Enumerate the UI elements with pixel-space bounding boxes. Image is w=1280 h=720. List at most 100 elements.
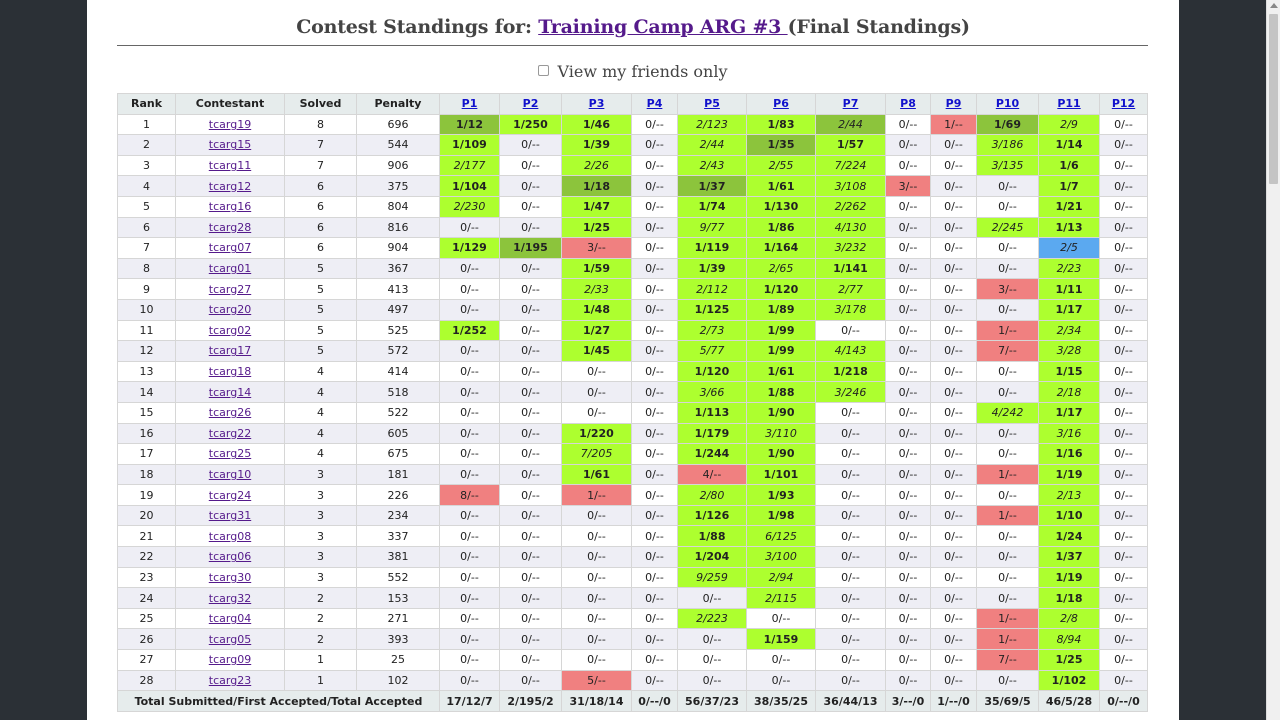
problem-cell: 0/-- [930, 401, 977, 424]
problem-cell: 0/-- [885, 340, 931, 362]
problem-cell: 1/37 [677, 175, 747, 197]
problem-link[interactable]: P1 [461, 97, 478, 111]
rank-cell: 27 [117, 649, 176, 671]
contestant-link[interactable]: tcarg22 [208, 426, 252, 440]
problem-cell: 0/-- [930, 443, 977, 465]
contestant-link[interactable]: tcarg05 [208, 632, 252, 646]
solved-cell: 3 [284, 484, 357, 506]
contestant-link[interactable]: tcarg31 [208, 509, 252, 523]
contestant-link[interactable]: tcarg04 [208, 612, 252, 626]
contestant-link[interactable]: tcarg23 [208, 673, 252, 687]
problem-link[interactable]: P6 [773, 97, 789, 111]
contestant-link[interactable]: tcarg12 [208, 179, 252, 193]
contestant-link[interactable]: tcarg02 [208, 323, 252, 337]
problem-cell: 1/13 [1038, 216, 1100, 239]
problem-cell: 2/123 [677, 113, 747, 136]
problem-link[interactable]: P5 [704, 97, 720, 111]
solved-cell: 5 [284, 257, 357, 280]
rank-cell: 5 [117, 195, 176, 218]
problem-cell: 0/-- [885, 278, 931, 300]
col-problem: P12 [1099, 93, 1148, 115]
contestant-link[interactable]: tcarg14 [208, 385, 252, 399]
problem-cell: 0/-- [746, 607, 816, 630]
friends-label[interactable]: View my friends only [557, 62, 728, 81]
page-title: Contest Standings for: Training Camp ARG… [87, 16, 1179, 38]
problem-cell: 0/-- [746, 669, 816, 692]
problem-cell: 1/250 [499, 113, 562, 136]
solved-cell: 3 [284, 525, 357, 548]
col-problem: P1 [439, 93, 500, 115]
contestant-link[interactable]: tcarg07 [208, 241, 252, 255]
problem-cell: 1/99 [746, 340, 816, 362]
penalty-cell: 153 [356, 587, 440, 609]
problem-cell: 0/-- [1099, 607, 1148, 630]
contestant-link[interactable]: tcarg24 [208, 488, 252, 502]
contestant-link[interactable]: tcarg30 [208, 570, 252, 584]
contestant-link[interactable]: tcarg26 [208, 406, 252, 420]
problem-cell: 3/110 [746, 422, 816, 445]
problem-link[interactable]: P3 [588, 97, 605, 111]
problem-link[interactable]: P10 [995, 97, 1020, 111]
contestant-link[interactable]: tcarg10 [208, 467, 252, 481]
rank-cell: 16 [117, 422, 176, 445]
contestant-link[interactable]: tcarg17 [208, 344, 252, 358]
problem-link[interactable]: P9 [945, 97, 962, 111]
contestant-link[interactable]: tcarg11 [208, 159, 252, 173]
problem-cell: 1/45 [561, 340, 632, 362]
contestant-link[interactable]: tcarg08 [208, 529, 252, 543]
contestant-cell: tcarg32 [175, 587, 285, 609]
problem-cell: 0/-- [631, 340, 678, 362]
problem-cell: 0/-- [976, 484, 1039, 506]
problem-cell: 0/-- [930, 278, 977, 300]
problem-cell: 0/-- [1099, 195, 1148, 218]
problem-cell: 0/-- [815, 319, 886, 342]
problem-cell: 0/-- [439, 463, 500, 486]
problem-cell: 0/-- [1099, 340, 1148, 362]
contestant-link[interactable]: tcarg25 [208, 447, 252, 461]
vertical-scrollbar[interactable] [1266, 0, 1280, 720]
contestant-link[interactable]: tcarg16 [208, 200, 252, 214]
problem-link[interactable]: P2 [522, 97, 539, 111]
contestant-link[interactable]: tcarg19 [208, 117, 252, 131]
contestant-link[interactable]: tcarg28 [208, 220, 252, 234]
solved-cell: 5 [284, 319, 357, 342]
problem-cell: 1/195 [499, 237, 562, 259]
friends-checkbox[interactable] [538, 65, 550, 76]
problem-cell: 1/25 [561, 216, 632, 239]
problem-link[interactable]: P11 [1057, 97, 1081, 111]
scroll-up-arrow-icon[interactable] [1270, 3, 1278, 8]
problem-cell: 0/-- [930, 340, 977, 362]
problem-cell: 1/83 [746, 113, 816, 136]
problem-cell: 2/44 [815, 113, 886, 136]
problem-cell: 0/-- [499, 463, 562, 486]
problem-link[interactable]: P4 [646, 97, 663, 111]
problem-cell: 0/-- [815, 484, 886, 506]
table-row: 7 tcarg07 6 904 1/129 1/195 3/-- 0/-- 1/119 1/164… [117, 237, 1148, 259]
problem-cell: 7/-- [976, 649, 1039, 671]
contestant-link[interactable]: tcarg01 [208, 262, 252, 276]
problem-cell: 2/9 [1038, 113, 1100, 136]
solved-cell: 4 [284, 381, 357, 403]
contestant-cell: tcarg07 [175, 237, 285, 259]
contestant-link[interactable]: tcarg15 [208, 138, 252, 152]
problem-cell: 5/-- [561, 669, 632, 692]
problem-link[interactable]: P7 [842, 97, 859, 111]
problem-cell: 1/35 [746, 134, 816, 156]
scrollbar-thumb[interactable] [1269, 14, 1278, 184]
problem-cell: 2/262 [815, 195, 886, 218]
problem-link[interactable]: P8 [900, 97, 916, 111]
problem-cell: 7/-- [976, 340, 1039, 362]
contestant-link[interactable]: tcarg06 [208, 550, 252, 564]
problem-cell: 2/223 [677, 607, 747, 630]
contestant-link[interactable]: tcarg20 [208, 303, 252, 317]
problem-link[interactable]: P12 [1111, 97, 1136, 111]
problem-cell: 0/-- [1099, 422, 1148, 445]
contestant-link[interactable]: tcarg18 [208, 365, 252, 379]
contestant-link[interactable]: tcarg27 [208, 282, 252, 296]
problem-cell: 1/48 [561, 298, 632, 321]
problem-cell: 0/-- [976, 422, 1039, 445]
contestant-link[interactable]: tcarg32 [208, 591, 252, 605]
problem-cell: 4/-- [677, 463, 747, 486]
contestant-link[interactable]: tcarg09 [208, 653, 252, 667]
contest-link[interactable]: Training Camp ARG #3 [538, 16, 788, 38]
